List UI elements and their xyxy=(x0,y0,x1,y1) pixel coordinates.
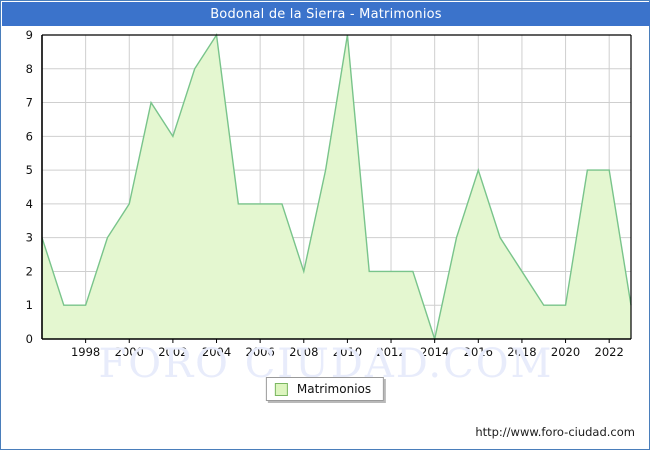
svg-text:3: 3 xyxy=(26,231,33,245)
svg-text:1998: 1998 xyxy=(71,345,100,357)
svg-text:1: 1 xyxy=(26,298,33,312)
svg-text:2008: 2008 xyxy=(289,345,318,357)
svg-text:4: 4 xyxy=(26,197,33,211)
svg-text:2018: 2018 xyxy=(507,345,536,357)
window-title-bar: Bodonal de la Sierra - Matrimonios xyxy=(2,2,650,26)
svg-text:2012: 2012 xyxy=(376,345,405,357)
svg-text:9: 9 xyxy=(26,28,33,42)
svg-text:2022: 2022 xyxy=(595,345,624,357)
svg-text:8: 8 xyxy=(26,62,33,76)
svg-text:2020: 2020 xyxy=(551,345,580,357)
y-axis-tick-labels: 0 1 2 3 4 5 6 7 8 9 xyxy=(26,28,33,346)
plot-border xyxy=(41,34,632,340)
legend-label-matrimonios: Matrimonios xyxy=(296,382,372,396)
svg-text:2006: 2006 xyxy=(246,345,275,357)
svg-text:2010: 2010 xyxy=(333,345,362,357)
chart-legend: Matrimonios xyxy=(265,377,385,401)
legend-swatch-matrimonios xyxy=(274,382,288,396)
svg-text:2000: 2000 xyxy=(115,345,144,357)
series-line-matrimonios xyxy=(41,33,632,342)
source-url: http://www.foro-ciudad.com xyxy=(475,425,635,439)
svg-text:5: 5 xyxy=(26,163,33,177)
svg-text:2016: 2016 xyxy=(464,345,493,357)
plot-area: 0 1 2 3 4 5 6 7 8 9 1998 2000 2002 2004 2006 2008 2010 2… xyxy=(1,27,650,357)
x-axis-tick-labels: 1998 2000 2002 2004 2006 2008 2010 2012 2014 2016… xyxy=(71,339,624,357)
svg-text:2014: 2014 xyxy=(420,345,449,357)
svg-text:7: 7 xyxy=(26,96,33,110)
svg-text:6: 6 xyxy=(26,129,33,143)
area-chart: 0 1 2 3 4 5 6 7 8 9 1998 2000 2002 2004 2006 2008 2010 2… xyxy=(26,28,632,357)
svg-text:2004: 2004 xyxy=(202,345,231,357)
svg-text:2: 2 xyxy=(26,264,33,278)
page-title: Bodonal de la Sierra - Matrimonios xyxy=(210,6,442,22)
series-area-matrimonios xyxy=(42,35,631,339)
svg-text:0: 0 xyxy=(26,332,33,346)
svg-text:2002: 2002 xyxy=(158,345,187,357)
